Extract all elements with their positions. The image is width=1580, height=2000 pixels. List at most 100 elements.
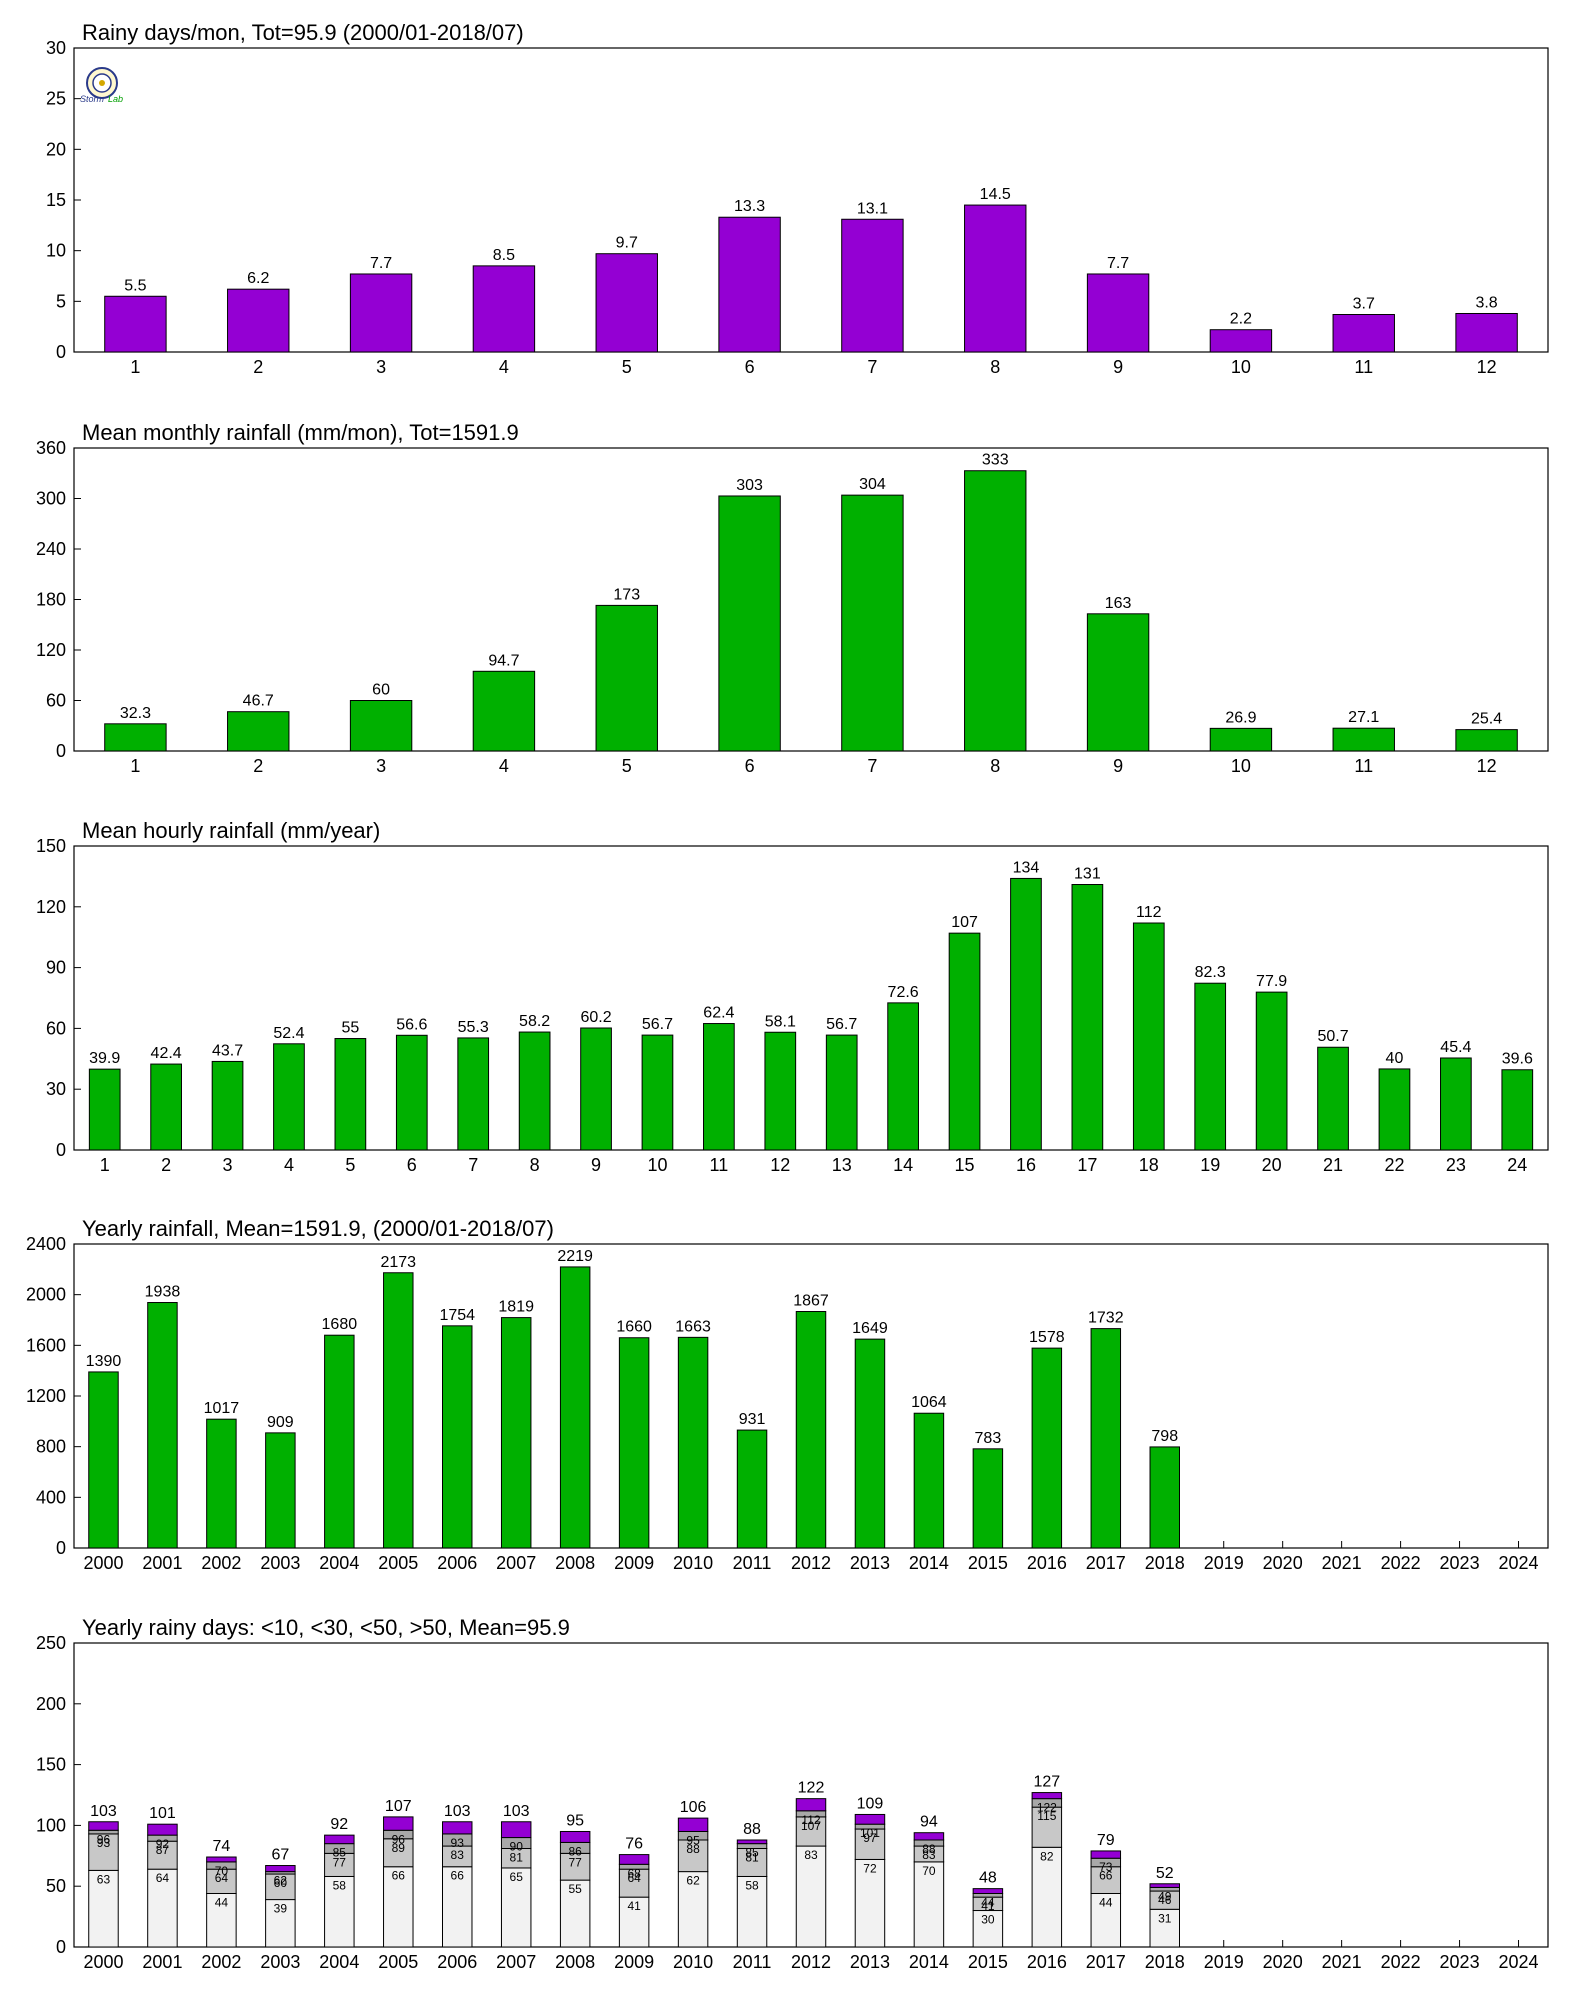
bar [764, 1031, 797, 1151]
x-tick-label: 9 [1113, 756, 1123, 776]
y-tick-label: 800 [36, 1437, 66, 1457]
bar-value-label: 1064 [911, 1394, 947, 1411]
x-tick-label: 2020 [1263, 1952, 1303, 1972]
stacked-bar-segment [265, 1865, 296, 1873]
segment-value-label: 58 [745, 1878, 759, 1892]
bar [147, 1302, 178, 1549]
bar [618, 1337, 650, 1549]
bar [736, 1429, 768, 1549]
segment-value-label: 77 [568, 1855, 582, 1869]
bar-total-label: 79 [1097, 1832, 1115, 1849]
chart-panel-yearly-rainfall: Yearly rainfall, Mean=1591.9, (2000/01-2… [26, 1216, 1549, 1573]
segment-value-label: 81 [510, 1851, 524, 1865]
y-tick-label: 15 [46, 190, 66, 210]
x-tick-label: 2008 [555, 1553, 595, 1573]
bar-value-label: 1660 [616, 1319, 652, 1336]
stacked-bar-segment [913, 1832, 945, 1841]
segment-value-label: 64 [627, 1871, 641, 1885]
x-tick-label: 1 [130, 357, 140, 377]
bar [349, 273, 413, 353]
bar-total-label: 103 [444, 1803, 471, 1820]
segment-value-label: 41 [627, 1899, 641, 1913]
bar-value-label: 39.6 [1502, 1051, 1533, 1068]
x-tick-label: 2014 [909, 1553, 949, 1573]
segment-value-label: 62 [686, 1874, 700, 1888]
segment-value-label: 44 [981, 1895, 995, 1909]
segment-value-label: 83 [922, 1848, 936, 1862]
x-tick-label: 4 [499, 756, 509, 776]
y-tick-label: 10 [46, 241, 66, 261]
x-tick-label: 2 [253, 756, 263, 776]
segment-value-label: 70 [215, 1864, 229, 1878]
y-tick-label: 100 [36, 1815, 66, 1835]
bar [964, 470, 1027, 752]
stacked-bar-segment [1031, 1806, 1063, 1848]
bar-total-label: 76 [625, 1836, 643, 1853]
bar [518, 1031, 551, 1151]
x-tick-label: 2018 [1145, 1553, 1185, 1573]
bar [948, 932, 981, 1151]
y-tick-label: 5 [56, 291, 66, 311]
y-tick-label: 30 [46, 1079, 66, 1099]
bar [500, 1317, 532, 1549]
bar [472, 265, 536, 353]
y-tick-label: 1600 [26, 1335, 66, 1355]
segment-value-label: 85 [745, 1846, 759, 1860]
y-tick-label: 400 [36, 1487, 66, 1507]
stacked-bar-segment [1031, 1792, 1063, 1800]
x-tick-label: 2001 [142, 1952, 182, 1972]
bar-value-label: 56.7 [642, 1016, 673, 1033]
stacked-bar-segment [206, 1856, 237, 1863]
stacked-bar-segment [854, 1858, 886, 1948]
bar-total-label: 88 [743, 1821, 761, 1838]
x-tick-label: 4 [499, 357, 509, 377]
bar-value-label: 1867 [793, 1293, 829, 1310]
bar-total-label: 74 [213, 1838, 231, 1855]
x-tick-label: 6 [745, 357, 755, 377]
bar [273, 1043, 305, 1151]
stacked-bar-segment [854, 1813, 886, 1825]
y-tick-label: 0 [56, 1937, 66, 1957]
stacked-bar-segment [147, 1840, 178, 1870]
bar [324, 1334, 355, 1549]
bar-value-label: 43.7 [212, 1042, 243, 1059]
bar-total-label: 103 [503, 1803, 530, 1820]
x-tick-label: 10 [1231, 357, 1251, 377]
bar [1501, 1069, 1534, 1151]
x-tick-label: 16 [1016, 1155, 1036, 1175]
segment-value-label: 93 [451, 1836, 465, 1850]
bar [595, 253, 658, 353]
segment-value-label: 97 [863, 1831, 877, 1845]
bar [150, 1063, 182, 1151]
bar-value-label: 13.1 [857, 200, 888, 217]
bar-value-label: 5.5 [124, 277, 146, 294]
bar-value-label: 131 [1074, 866, 1101, 883]
x-tick-label: 3 [223, 1155, 233, 1175]
x-tick-label: 12 [770, 1155, 790, 1175]
x-tick-label: 3 [376, 756, 386, 776]
stacked-bar-segment [442, 1821, 473, 1835]
stacked-bar-segment [265, 1873, 296, 1901]
x-tick-label: 18 [1139, 1155, 1159, 1175]
bar-value-label: 931 [739, 1411, 766, 1428]
x-tick-label: 2003 [260, 1952, 300, 1972]
bar [1090, 1328, 1122, 1549]
bar-value-label: 3.8 [1475, 294, 1497, 311]
x-tick-label: 21 [1323, 1155, 1343, 1175]
bar-value-label: 7.7 [1107, 255, 1129, 272]
x-tick-label: 9 [591, 1155, 601, 1175]
bar [104, 295, 167, 353]
bar-value-label: 94.7 [488, 652, 519, 669]
stacked-bar-segment [972, 1888, 1004, 1894]
x-tick-label: 2005 [378, 1952, 418, 1972]
bar [825, 1034, 858, 1151]
segment-value-label: 112 [801, 1813, 820, 1827]
bar-value-label: 82.3 [1195, 964, 1226, 981]
stacked-bar-segment [677, 1839, 709, 1873]
segment-value-label: 85 [333, 1846, 347, 1860]
bar [1209, 329, 1273, 353]
stacked-bar-segment [206, 1892, 237, 1948]
x-tick-label: 2016 [1027, 1553, 1067, 1573]
bar-value-label: 1578 [1029, 1329, 1065, 1346]
segment-value-label: 83 [451, 1848, 465, 1862]
